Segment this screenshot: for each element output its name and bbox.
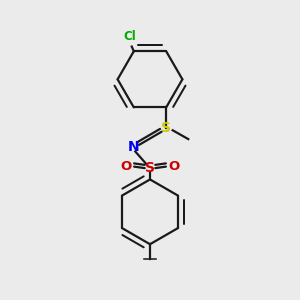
Text: N: N	[128, 140, 140, 154]
Text: Cl: Cl	[123, 30, 136, 43]
Text: S: S	[145, 161, 155, 175]
Text: O: O	[121, 160, 132, 173]
Text: S: S	[161, 121, 171, 135]
Text: O: O	[168, 160, 179, 173]
